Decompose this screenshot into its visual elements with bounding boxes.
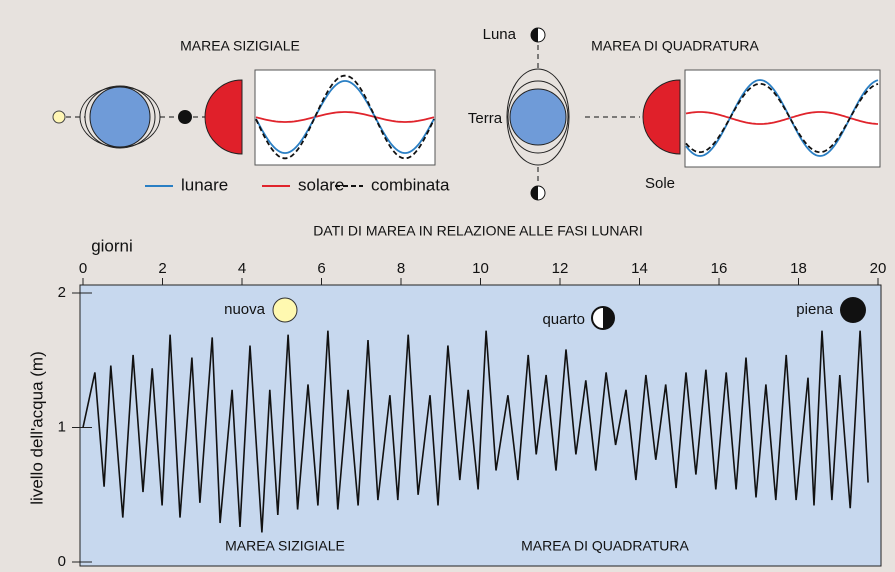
annotation: nuova (224, 301, 266, 318)
sun (205, 80, 242, 154)
chart-title: DATI DI MAREA IN RELAZIONE ALLE FASI LUN… (313, 223, 643, 239)
moon-label: Luna (483, 26, 517, 43)
x-tick-label: 2 (158, 260, 166, 277)
spring-diagram: MAREA SIZIGIALE (53, 38, 435, 165)
moon-icon (178, 110, 192, 124)
sun-label: Sole (645, 175, 675, 192)
x-tick-label: 4 (238, 260, 246, 277)
x-tick-label: 0 (79, 260, 87, 277)
region-label: MAREA DI QUADRATURA (521, 538, 689, 554)
legend-label: solare (298, 175, 344, 194)
moon-icon (840, 297, 866, 323)
neap-diagram: MAREA DI QUADRATURA Luna Terra Sole (468, 26, 880, 200)
y-tick-label: 1 (58, 418, 66, 435)
x-tick-label: 10 (472, 260, 489, 277)
page: MAREA SIZIGIALE MAREA DI QUADRATURA Luna… (0, 0, 895, 572)
legend-label: combinata (371, 175, 450, 194)
earth (510, 89, 566, 145)
neap-title: MAREA DI QUADRATURA (591, 38, 759, 54)
x-tick-label: 16 (711, 260, 728, 277)
legend-label: lunare (181, 175, 228, 194)
x-tick-label: 20 (870, 260, 887, 277)
moon-icon (53, 111, 65, 123)
plot-area (80, 285, 881, 566)
x-tick-label: 12 (552, 260, 569, 277)
sun (643, 80, 680, 154)
region-label: MAREA SIZIGIALE (225, 538, 345, 554)
y-tick-label: 0 (58, 553, 66, 570)
x-tick-label: 18 (790, 260, 807, 277)
x-tick-label: 14 (631, 260, 648, 277)
earth-label: Terra (468, 110, 503, 127)
y-axis-label: livello dell'acqua (m) (27, 351, 46, 504)
earth (90, 87, 150, 147)
annotation: piena (796, 301, 833, 318)
annotation: quarto (542, 311, 585, 328)
x-tick-label: 6 (317, 260, 325, 277)
x-tick-label: 8 (397, 260, 405, 277)
moon-shade (531, 28, 538, 42)
x-axis-label: giorni (91, 236, 133, 255)
wave-box (255, 70, 435, 165)
moon-shade (531, 186, 538, 200)
y-tick-label: 2 (58, 284, 66, 301)
spring-title: MAREA SIZIGIALE (180, 38, 300, 54)
moon-icon (273, 298, 297, 322)
